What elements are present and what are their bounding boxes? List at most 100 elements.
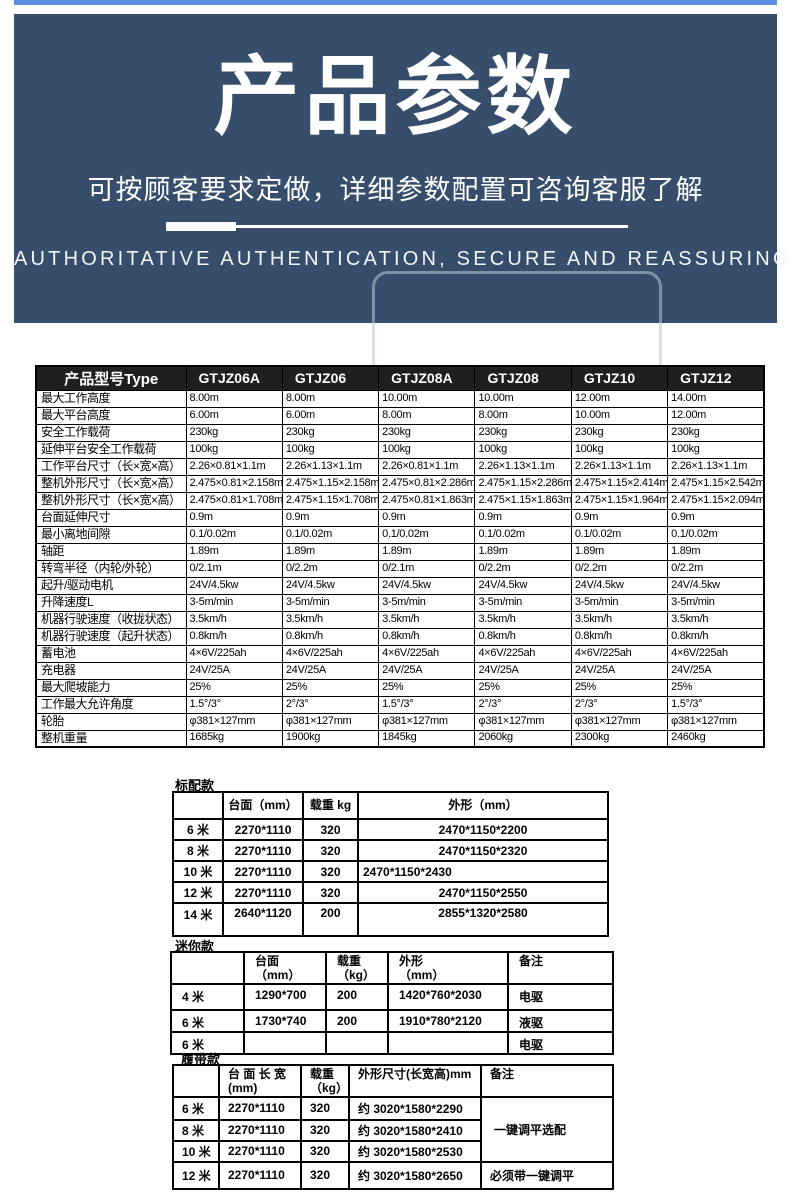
spec-value: 1900kg	[281, 729, 380, 748]
column-header: 台面 （mm）	[243, 951, 327, 985]
table-cell: 2270*1110	[218, 1160, 302, 1190]
model-column-header: GTJZ08A	[378, 365, 476, 391]
spec-value: 3.5km/h	[281, 610, 380, 629]
table-cell: 200	[325, 1008, 389, 1033]
table-cell: 8 米	[172, 839, 224, 862]
spec-value: 2.26×1.13×1.1m	[570, 457, 669, 476]
spec-value: φ381×127mm	[185, 712, 283, 731]
spec-value: 2.475×1.15×2.542m	[667, 474, 765, 493]
spec-value: 2300kg	[570, 729, 669, 748]
table-cell: 320	[300, 1160, 350, 1190]
spec-row: 工作平台尺寸（长×宽×高） 2.26×0.81×1.1m 2.26×1.13×1.1…	[35, 457, 765, 476]
column-header: 台 面 长 宽 (mm)	[218, 1064, 302, 1098]
spec-value: φ381×127mm	[667, 712, 765, 731]
column-header: 台面（mm）	[222, 791, 304, 820]
spec-value: 24V/4.5kw	[474, 576, 572, 595]
spec-value: φ381×127mm	[281, 712, 380, 731]
table-cell: 320	[300, 1095, 350, 1121]
spec-value: 2.475×0.81×2.158m	[185, 474, 283, 493]
spec-value: φ381×127mm	[570, 712, 669, 731]
spec-value: 2.475×1.15×2.094m	[667, 491, 765, 510]
mini-config-table: 台面 （mm） 载重 （kg） 外形 （mm） 备注 4 米 1290*700 200 14…	[170, 951, 614, 1055]
spec-row: 最大工作高度 8.00m 8.00m 10.00m 10.00m 12.00m 14.00m	[35, 389, 765, 408]
spec-value: 3-5m/min	[474, 593, 572, 612]
spec-value: 3-5m/min	[570, 593, 669, 612]
column-header: 载重 kg	[302, 791, 359, 820]
spec-row: 工作最大允许角度 1.5°/3° 2°/3° 1.5°/3° 2°/3° 2°/3° 1.5…	[35, 695, 765, 714]
spec-value: 2460kg	[667, 729, 765, 748]
spec-row: 整机重量 1685kg 1900kg 1845kg 2060kg 2300kg 2460kg	[35, 729, 765, 748]
spec-label: 整机外形尺寸（长×宽×高）	[35, 491, 187, 510]
spec-row: 整机外形尺寸（长×宽×高） 2.475×0.81×1.708m 2.475×1.15…	[35, 491, 765, 510]
divider-line	[166, 222, 628, 231]
table-row: 10 米 2270*1110 320 2470*1150*2430	[172, 860, 609, 883]
spec-value: 1.89m	[185, 542, 283, 561]
table-cell: 12 米	[172, 1160, 220, 1190]
spec-value: 2.26×1.13×1.1m	[281, 457, 380, 476]
standard-config-table: 台面（mm） 载重 kg 外形（mm） 6 米 2270*1110 320 2470*11…	[172, 791, 609, 937]
spec-row: 轮胎 φ381×127mm φ381×127mm φ381×127mm φ381×127…	[35, 712, 765, 731]
table-cell: 2270*1110	[218, 1118, 302, 1142]
spec-table-body: 最大工作高度 8.00m 8.00m 10.00m 10.00m 12.00m 14.00m…	[35, 389, 765, 748]
spec-value: 0.9m	[378, 508, 476, 527]
spec-value: 12.00m	[570, 389, 669, 408]
column-header: 备注	[480, 1064, 614, 1098]
spec-value: 230kg	[474, 423, 572, 442]
table-cell: 电驱	[507, 1030, 614, 1055]
spec-value: 0.9m	[185, 508, 283, 527]
table-cell: 4 米	[170, 982, 245, 1011]
table-cell: 200	[302, 902, 359, 937]
spec-value: 1.89m	[281, 542, 380, 561]
table-row: 14 米 2640*1120 200 2855*1320*2580	[172, 902, 609, 937]
spec-value: 1685kg	[185, 729, 283, 748]
model-column-header: GTJZ12	[667, 365, 765, 391]
spec-value: 3-5m/min	[281, 593, 380, 612]
table-cell: 2470*1150*2430	[357, 860, 609, 883]
spec-row: 机器行驶速度（收拢状态） 3.5km/h 3.5km/h 3.5km/h 3.5km/h…	[35, 610, 765, 629]
spec-row: 起升/驱动电机 24V/4.5kw 24V/4.5kw 24V/4.5kw 24V/4.…	[35, 576, 765, 595]
spec-value: 2.475×1.15×2.158m	[281, 474, 380, 493]
remark-required-cell: 必须带一键调平	[480, 1160, 614, 1190]
spec-value: 0.8km/h	[185, 627, 283, 646]
table-row: 4 米 1290*700 200 1420*760*2030 电驱	[170, 982, 614, 1011]
spec-row: 最小离地间隙 0.1/0.02m 0.1/0.02m 0.1/0.02m 0.1/0.0…	[35, 525, 765, 544]
spec-value: 0.1/0.02m	[281, 525, 380, 544]
spec-value: 12.00m	[667, 406, 765, 425]
table-row: 6 米 2270*1110 320 约 3020*1580*2290 一键调平选配	[172, 1095, 614, 1163]
model-column-header: GTJZ08	[474, 365, 572, 391]
spec-label: 整机外形尺寸（长×宽×高）	[35, 474, 187, 493]
spec-value: 1845kg	[378, 729, 476, 748]
spec-row: 升降速度L 3-5m/min 3-5m/min 3-5m/min 3-5m/min 3-5…	[35, 593, 765, 612]
spec-value: 8.00m	[378, 406, 476, 425]
table-cell: 320	[300, 1118, 350, 1142]
remark-option-cell: 一键调平选配	[480, 1095, 614, 1163]
spec-value: 0.1/0.02m	[378, 525, 476, 544]
spec-row: 安全工作载荷 230kg 230kg 230kg 230kg 230kg 230kg	[35, 423, 765, 442]
spec-value: 4×6V/225ah	[667, 644, 765, 663]
spec-value: 10.00m	[570, 406, 669, 425]
model-column-header: GTJZ10	[570, 365, 669, 391]
spec-value: 25%	[474, 678, 572, 697]
table-cell: 200	[325, 982, 389, 1011]
spec-label: 安全工作载荷	[35, 423, 187, 442]
column-header	[172, 1064, 220, 1098]
table-cell: 2855*1320*2580	[357, 902, 609, 937]
spec-row: 充电器 24V/25A 24V/25A 24V/25A 24V/25A 24V/25A 24…	[35, 661, 765, 680]
spec-value: 3-5m/min	[378, 593, 476, 612]
table-cell: 320	[300, 1139, 350, 1163]
spec-row: 整机外形尺寸（长×宽×高） 2.475×0.81×2.158m 2.475×1.15…	[35, 474, 765, 493]
table-cell	[325, 1030, 389, 1055]
spec-value: 100kg	[474, 440, 572, 459]
hero-subtitle: 可按顾客要求定做，详细参数配置可咨询客服了解	[87, 175, 704, 205]
table-row: 12 米 2270*1110 320 2470*1150*2550	[172, 881, 609, 904]
type-column-header: 产品型号Type	[35, 365, 187, 391]
spec-label: 最大爬坡能力	[35, 678, 187, 697]
table-cell: 320	[302, 839, 359, 862]
standard-config-title: 标配款	[175, 778, 215, 793]
spec-value: 0.1/0.02m	[474, 525, 572, 544]
spec-row: 延伸平台安全工作载荷 100kg 100kg 100kg 100kg 100kg 100kg	[35, 440, 765, 459]
spec-value: 24V/4.5kw	[281, 576, 380, 595]
column-header: 外形 （mm）	[387, 951, 509, 985]
page-title: 产品参数	[213, 49, 578, 145]
spec-value: 1.89m	[570, 542, 669, 561]
